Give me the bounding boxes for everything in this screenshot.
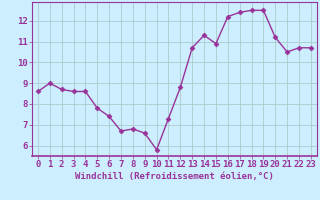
X-axis label: Windchill (Refroidissement éolien,°C): Windchill (Refroidissement éolien,°C) — [75, 172, 274, 181]
